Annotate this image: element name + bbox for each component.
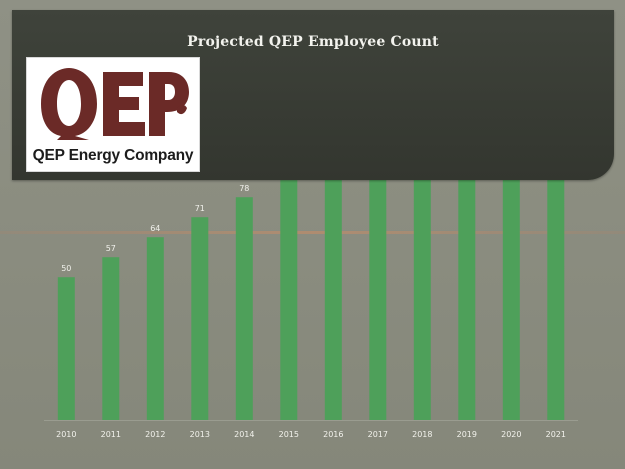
bar-2015 [280, 180, 298, 420]
company-name: QEP Energy Company [32, 147, 194, 164]
x-tick-label-2013: 2013 [190, 430, 210, 439]
x-tick-label-2020: 2020 [501, 430, 521, 439]
x-tick-label-2021: 2021 [546, 430, 566, 439]
x-tick-label-2019: 2019 [457, 430, 477, 439]
bar-2013 [191, 217, 209, 420]
x-tick-label-2015: 2015 [279, 430, 299, 439]
x-tick-label-2012: 2012 [145, 430, 165, 439]
bar-2011 [102, 257, 120, 420]
data-label-2013: 71 [195, 204, 205, 213]
bar-2012 [146, 237, 164, 420]
x-tick-label-2011: 2011 [101, 430, 121, 439]
qep-logo-icon [41, 68, 189, 140]
horizontal-accent-line [0, 231, 625, 234]
bar-2016 [324, 163, 342, 420]
x-tick-label-2018: 2018 [412, 430, 432, 439]
chart-title: Projected QEP Employee Count [187, 34, 439, 50]
x-tick-label-2016: 2016 [323, 430, 343, 439]
company-logo: QEP Energy Company [26, 57, 200, 172]
x-tick-label-2017: 2017 [368, 430, 388, 439]
data-label-2010: 50 [61, 264, 71, 273]
bar-2019 [458, 105, 476, 421]
data-label-2011: 57 [106, 244, 116, 253]
bar-2010 [57, 277, 75, 420]
bar-2017 [369, 140, 387, 420]
x-tick-label-2014: 2014 [234, 430, 254, 439]
x-tick-label-2010: 2010 [56, 430, 76, 439]
data-label-2014: 78 [239, 184, 249, 193]
bar-2014 [235, 197, 253, 420]
bar-2018 [413, 123, 431, 420]
data-label-2012: 64 [150, 224, 160, 233]
